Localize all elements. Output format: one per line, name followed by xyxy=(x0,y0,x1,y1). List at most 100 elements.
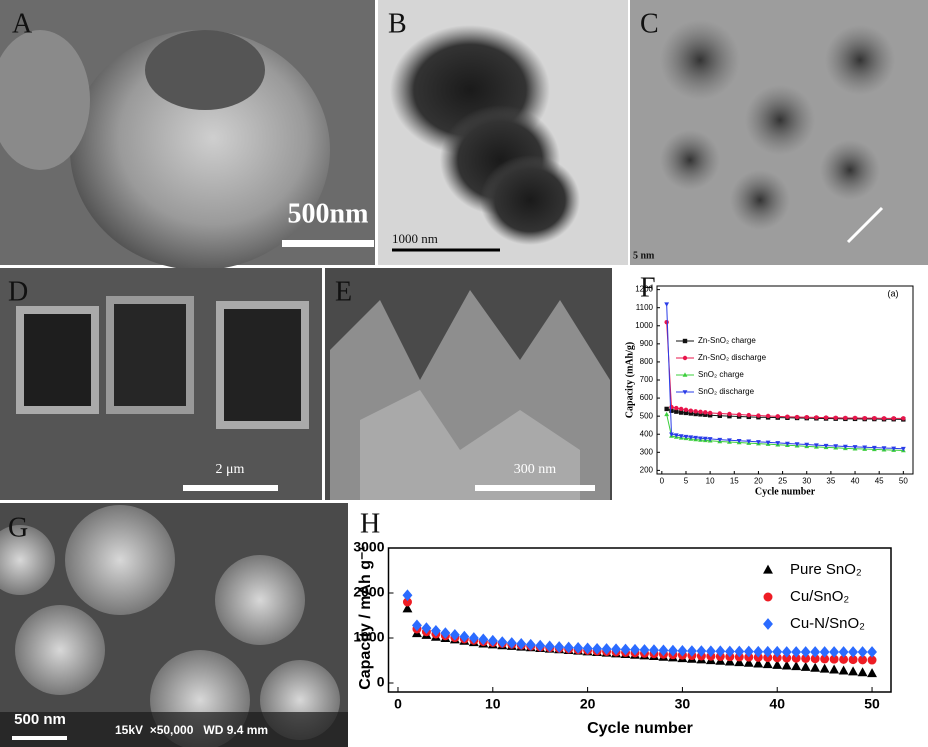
marker xyxy=(848,666,859,676)
panel-g-image xyxy=(0,503,348,747)
scale-bar-label: 2 μm xyxy=(216,462,245,477)
marker xyxy=(563,641,574,654)
scale-bar xyxy=(282,240,374,247)
marker xyxy=(814,415,819,420)
marker xyxy=(810,646,821,658)
y-axis-title: Capacity / mAh g⁻¹ xyxy=(357,546,374,690)
y-tick-label: 400 xyxy=(640,429,654,438)
panel-label: E xyxy=(335,276,352,307)
marker xyxy=(794,442,800,447)
marker xyxy=(891,446,897,451)
x-axis-title: Cycle number xyxy=(755,486,816,497)
marker xyxy=(717,413,722,418)
marker xyxy=(601,643,612,655)
marker xyxy=(862,415,867,421)
marker xyxy=(664,411,670,417)
marker xyxy=(857,667,868,677)
x-tick-label: 0 xyxy=(660,476,665,485)
marker xyxy=(487,634,498,647)
marker xyxy=(781,646,792,658)
x-axis-title: Cycle number xyxy=(587,720,693,737)
legend-label: Pure SnO₂ xyxy=(790,561,862,578)
scale-bar-label: 500 nm xyxy=(14,711,66,728)
panel-c-image xyxy=(630,0,928,265)
marker xyxy=(838,646,849,658)
marker xyxy=(705,645,716,658)
scale-bar-label: 5 nm xyxy=(633,250,655,261)
marker xyxy=(871,445,877,451)
marker xyxy=(756,440,761,445)
marker xyxy=(707,437,713,442)
marker xyxy=(727,438,732,443)
marker xyxy=(683,434,689,440)
marker xyxy=(901,416,906,421)
marker xyxy=(804,415,809,420)
marker xyxy=(669,432,674,437)
marker xyxy=(746,412,751,418)
marker xyxy=(820,654,830,664)
panel-label: C xyxy=(640,8,659,39)
legend-marker xyxy=(763,592,773,602)
marker xyxy=(688,411,694,416)
marker xyxy=(535,639,546,652)
y-tick-label: 1000 xyxy=(635,321,653,330)
marker xyxy=(839,654,849,664)
x-tick-label: 10 xyxy=(706,476,715,485)
legend-marker xyxy=(682,390,688,395)
marker xyxy=(823,415,829,420)
x-tick-label: 20 xyxy=(754,476,763,485)
marker xyxy=(800,661,811,671)
marker xyxy=(611,643,621,656)
x-tick-label: 20 xyxy=(580,695,596,711)
marker xyxy=(791,661,802,671)
scale-bar xyxy=(12,736,67,740)
legend-label: SnO₂ charge xyxy=(698,370,744,379)
panel-label: G xyxy=(8,512,28,543)
marker xyxy=(775,441,781,446)
legend-marker xyxy=(763,618,773,630)
legend-label: Cu-N/SnO₂ xyxy=(790,615,865,632)
panel-label: F xyxy=(640,272,656,303)
marker xyxy=(765,413,771,419)
x-tick-label: 35 xyxy=(826,476,835,485)
marker xyxy=(592,642,603,655)
marker xyxy=(698,412,703,417)
marker xyxy=(639,644,650,656)
marker xyxy=(698,409,703,415)
marker xyxy=(829,664,840,674)
marker xyxy=(772,653,782,663)
marker xyxy=(852,445,858,450)
marker xyxy=(506,637,517,649)
marker xyxy=(810,654,820,664)
scale-bar-label: 1000 nm xyxy=(392,231,438,246)
marker xyxy=(785,414,790,419)
marker xyxy=(703,410,708,415)
marker xyxy=(717,411,722,416)
legend-label: Zn-SnO₂ discharge xyxy=(698,353,767,362)
marker xyxy=(784,441,790,447)
marker xyxy=(402,597,412,607)
marker xyxy=(848,646,859,658)
marker xyxy=(772,659,783,669)
marker xyxy=(440,627,451,639)
marker xyxy=(683,407,689,413)
marker xyxy=(881,446,887,451)
marker xyxy=(791,646,802,658)
panel-d-image xyxy=(0,268,322,500)
marker xyxy=(829,654,839,664)
y-tick-label: 900 xyxy=(640,339,654,348)
legend-marker xyxy=(682,338,688,344)
legend-label: Zn-SnO₂ charge xyxy=(698,336,756,345)
panel-label: B xyxy=(388,8,407,39)
marker xyxy=(582,642,593,655)
panel-h-background xyxy=(350,503,928,747)
y-tick-label: 200 xyxy=(640,465,654,474)
marker xyxy=(765,440,771,446)
scale-bar xyxy=(475,485,595,491)
marker xyxy=(703,412,708,417)
marker xyxy=(678,406,684,412)
marker xyxy=(664,302,670,307)
legend-marker xyxy=(682,372,688,377)
marker xyxy=(421,622,432,634)
marker xyxy=(402,589,413,602)
